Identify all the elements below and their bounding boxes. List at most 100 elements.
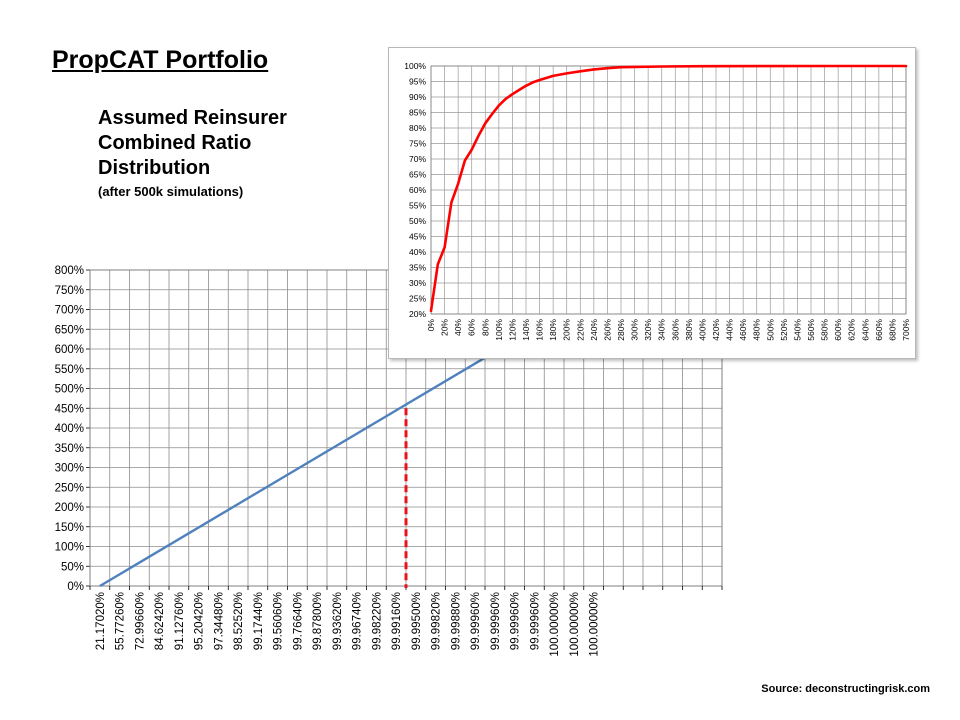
inset-y-tick-label: 35%	[409, 263, 426, 273]
inset-x-tick-label: 100%	[494, 319, 504, 341]
x-tick-label: 99.87800%	[312, 592, 324, 650]
x-tick-label: 99.99880%	[450, 592, 462, 650]
y-tick-label: 0%	[67, 581, 84, 593]
inset-chart: 20% 25% 30% 35% 40% 45% 50% 55% 60% 65% 70% 75% 80% 8…	[404, 61, 911, 341]
inset-x-tick-label: 360%	[670, 319, 680, 341]
y-tick-label: 400%	[55, 423, 84, 435]
x-tick-label: 98.52520%	[233, 592, 245, 650]
inset-x-tick-label: 500%	[765, 319, 775, 341]
y-tick-label: 700%	[55, 305, 84, 317]
x-tick-label: 99.98220%	[371, 592, 383, 650]
inset-x-tick-label: 420%	[711, 319, 721, 341]
source-credit: Source: deconstructingrisk.com	[761, 683, 930, 695]
inset-x-tick-label: 600%	[833, 319, 843, 341]
inset-y-tick-label: 20%	[409, 309, 426, 319]
y-tick-label: 450%	[55, 403, 84, 415]
inset-x-tick-label: 160%	[535, 319, 545, 341]
inset-chart-panel: 20% 25% 30% 35% 40% 45% 50% 55% 60% 65% 70% 75% 80% 8…	[388, 47, 916, 359]
page-title: PropCAT Portfolio	[52, 46, 269, 74]
x-tick-label: 99.99160%	[391, 592, 403, 650]
x-tick-label: 99.99960%	[490, 592, 502, 650]
inset-x-tick-label: 280%	[616, 319, 626, 341]
y-tick-label: 500%	[55, 384, 84, 396]
inset-x-tick-label: 20%	[440, 319, 450, 336]
y-tick-label: 50%	[61, 561, 84, 573]
x-tick-label: 99.76640%	[292, 592, 304, 650]
inset-y-tick-label: 45%	[409, 232, 426, 242]
inset-x-tick-label: 60%	[467, 319, 477, 336]
inset-x-tick-label: 120%	[507, 319, 517, 341]
inset-x-tick-label: 580%	[820, 319, 830, 341]
inset-x-tick-label: 0%	[426, 319, 436, 332]
inset-x-tick-label: 620%	[847, 319, 857, 341]
inset-x-tick-label: 200%	[562, 319, 572, 341]
inset-x-tick-label: 560%	[806, 319, 816, 341]
inset-x-tick-label: 80%	[480, 319, 490, 336]
x-tick-label: 91.12760%	[174, 592, 186, 650]
inset-x-tick-label: 40%	[453, 319, 463, 336]
x-tick-label: 99.56060%	[273, 592, 285, 650]
x-tick-label: 99.99960%	[529, 592, 541, 650]
inset-y-tick-label: 55%	[409, 201, 426, 211]
y-tick-label: 750%	[55, 285, 84, 297]
inset-y-tick-label: 95%	[409, 77, 426, 87]
inset-x-tick-label: 640%	[860, 319, 870, 341]
x-tick-label: 100.00000%	[569, 592, 581, 657]
y-tick-label: 150%	[55, 522, 84, 534]
inset-x-tick-label: 680%	[887, 319, 897, 341]
subtitle-note: (after 500k simulations)	[98, 184, 244, 199]
x-tick-label: 55.77260%	[115, 592, 127, 650]
inset-x-tick-label: 520%	[779, 319, 789, 341]
inset-x-tick-label: 700%	[901, 319, 911, 341]
x-tick-label: 99.96740%	[352, 592, 364, 650]
inset-x-tick-label: 480%	[752, 319, 762, 341]
x-tick-label: 99.99960%	[510, 592, 522, 650]
x-tick-label: 100.00000%	[549, 592, 561, 657]
inset-x-tick-label: 660%	[874, 319, 884, 341]
inset-x-tick-label: 400%	[697, 319, 707, 341]
x-tick-label: 99.93620%	[332, 592, 344, 650]
x-tick-label: 99.17440%	[253, 592, 265, 650]
inset-x-tick-label: 380%	[684, 319, 694, 341]
x-tick-label: 100.00000%	[589, 592, 601, 657]
inset-x-tick-label: 540%	[792, 319, 802, 341]
x-tick-label: 99.99820%	[431, 592, 443, 650]
y-tick-label: 800%	[55, 265, 84, 277]
inset-x-tick-label: 260%	[602, 319, 612, 341]
x-tick-label: 72.99660%	[134, 592, 146, 650]
inset-y-tick-label: 65%	[409, 170, 426, 180]
x-tick-label: 97.34480%	[213, 592, 225, 650]
inset-x-tick-label: 140%	[521, 319, 531, 341]
y-tick-label: 600%	[55, 344, 84, 356]
inset-y-tick-label: 25%	[409, 294, 426, 304]
y-tick-label: 350%	[55, 443, 84, 455]
inset-y-tick-label: 100%	[404, 61, 426, 71]
x-tick-label: 95.20420%	[194, 592, 206, 650]
inset-y-tick-label: 60%	[409, 185, 426, 195]
inset-y-tick-label: 50%	[409, 216, 426, 226]
inset-x-tick-label: 300%	[630, 319, 640, 341]
y-tick-label: 250%	[55, 482, 84, 494]
inset-y-tick-label: 80%	[409, 123, 426, 133]
y-tick-label: 200%	[55, 502, 84, 514]
y-tick-label: 300%	[55, 463, 84, 475]
y-tick-label: 100%	[55, 542, 84, 554]
inset-x-tick-label: 320%	[643, 319, 653, 341]
chart-subtitle: Assumed Reinsurer Combined Ratio Distrib…	[98, 106, 358, 200]
inset-y-tick-label: 90%	[409, 92, 426, 102]
x-tick-label: 99.99500%	[411, 592, 423, 650]
inset-y-tick-label: 75%	[409, 139, 426, 149]
inset-y-tick-label: 85%	[409, 108, 426, 118]
inset-x-tick-label: 220%	[575, 319, 585, 341]
x-tick-label: 21.17020%	[95, 592, 107, 650]
inset-x-tick-label: 340%	[657, 319, 667, 341]
series-line-cumulative-probability	[429, 64, 908, 313]
y-tick-label: 550%	[55, 364, 84, 376]
y-tick-label: 650%	[55, 324, 84, 336]
inset-y-tick-label: 40%	[409, 247, 426, 257]
subtitle-text: Assumed Reinsurer Combined Ratio Distrib…	[98, 107, 287, 179]
inset-y-tick-label: 30%	[409, 278, 426, 288]
inset-x-tick-label: 180%	[548, 319, 558, 341]
inset-y-tick-label: 70%	[409, 154, 426, 164]
inset-x-tick-label: 240%	[589, 319, 599, 341]
